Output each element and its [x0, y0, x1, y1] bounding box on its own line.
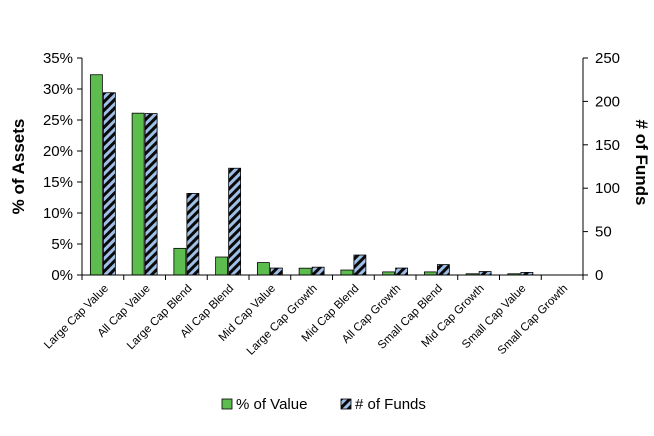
bar-value	[89, 74, 103, 276]
left-axis: 0% 5% 10% 15% 20% 25% 30% 35%	[43, 50, 83, 284]
bar-funds	[144, 113, 158, 276]
left-tick-label: 10%	[43, 205, 73, 222]
left-tick-label: 20%	[43, 143, 73, 160]
right-tick-label: 50	[595, 224, 612, 241]
legend-label-value: % of Value	[236, 396, 307, 413]
left-axis-title: % of Assets	[9, 119, 28, 215]
legend-swatch-value	[221, 398, 233, 410]
bar-series	[89, 74, 534, 276]
bar-value	[298, 267, 312, 276]
right-axis: 0 50 100 150 200 250	[582, 50, 620, 284]
bar-funds	[436, 264, 450, 276]
bar-funds	[395, 267, 409, 276]
bar-value	[215, 256, 229, 276]
right-tick-label: 250	[595, 50, 620, 67]
bar-value	[256, 262, 270, 276]
right-tick-label: 100	[595, 180, 620, 197]
bar-funds	[269, 267, 283, 276]
category-label: Large Cap Growth	[245, 283, 320, 358]
bar-value	[173, 247, 187, 276]
right-tick-label: 0	[595, 267, 603, 284]
category-label: Large Cap Value	[42, 283, 111, 352]
bar-funds	[186, 193, 200, 276]
right-tick-label: 200	[595, 93, 620, 110]
bar-funds	[353, 254, 367, 276]
left-tick-label: 30%	[43, 81, 73, 98]
bar-value	[131, 112, 145, 276]
left-tick-label: 0%	[51, 267, 73, 284]
left-tick-label: 5%	[51, 236, 73, 253]
left-tick-label: 15%	[43, 174, 73, 191]
legend-swatch-funds	[340, 398, 352, 410]
bar-value	[340, 269, 354, 276]
bar-funds	[102, 92, 116, 276]
left-tick-label: 25%	[43, 112, 73, 129]
legend: % of Value # of Funds	[221, 396, 426, 413]
bar-funds	[478, 271, 492, 276]
right-axis-title: # of Funds	[632, 120, 651, 206]
legend-label-funds: # of Funds	[355, 396, 426, 413]
right-tick-label: 150	[595, 137, 620, 154]
category-label: Small Cap Growth	[496, 283, 570, 357]
bar-funds	[311, 266, 325, 276]
bar-funds	[228, 167, 242, 276]
left-tick-label: 35%	[43, 50, 73, 67]
